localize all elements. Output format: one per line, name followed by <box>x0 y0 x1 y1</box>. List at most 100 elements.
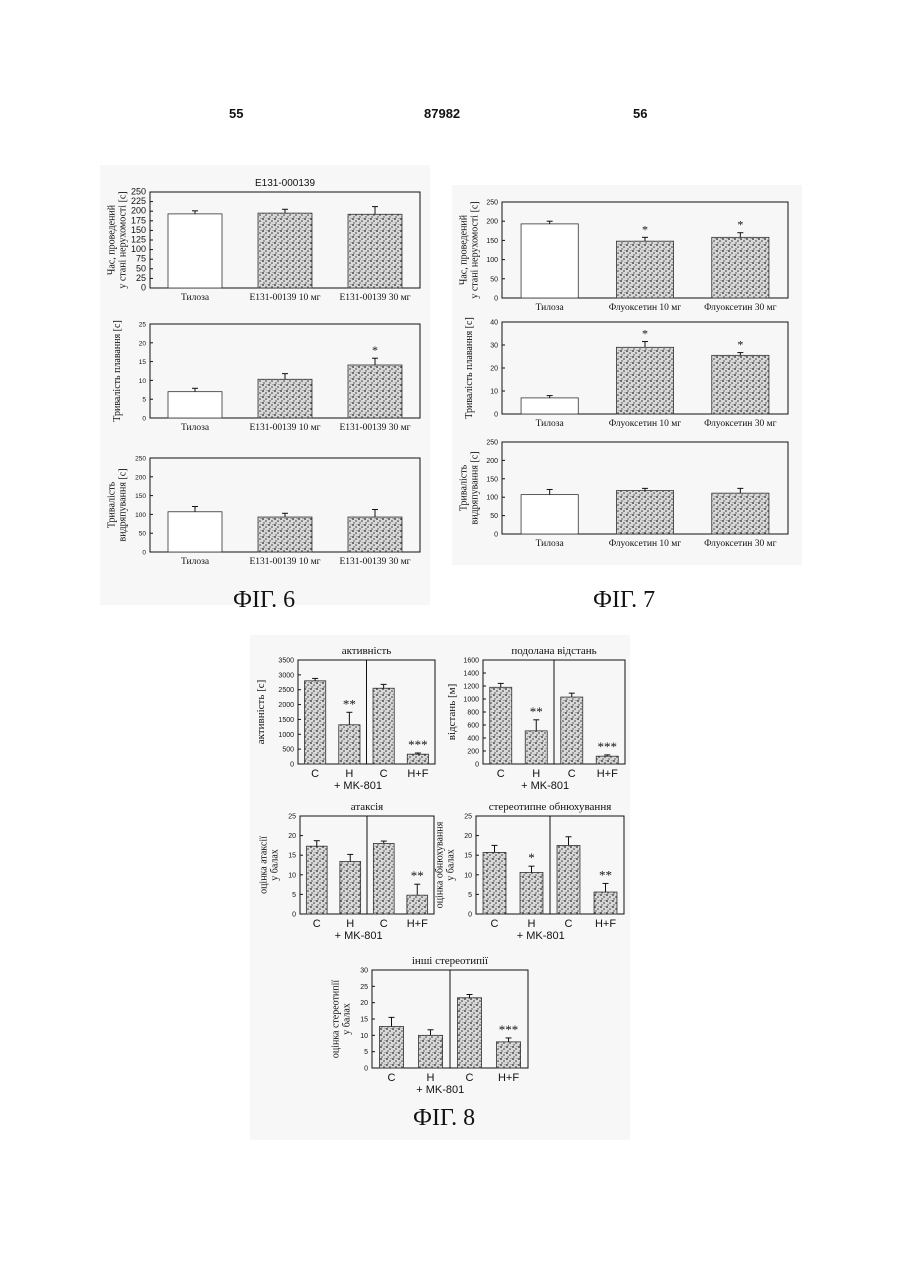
category-label: E131-00139 30 мг <box>339 293 410 303</box>
y-tick-label: 0 <box>142 416 146 423</box>
group-label: + MK-801 <box>335 930 383 942</box>
category-label: H+F <box>498 1072 519 1084</box>
fig8-ataxia-chart: атаксія0510152025оцінка атаксіїу балахCH… <box>262 798 442 948</box>
right-page-number: 56 <box>633 106 647 121</box>
y-axis-label: оцінка стереотипії <box>331 980 342 1059</box>
bar <box>340 861 361 914</box>
y-tick-label: 20 <box>490 366 498 373</box>
y-tick-label: 400 <box>467 736 479 743</box>
chart-title: активність <box>342 645 392 657</box>
y-tick-label: 1600 <box>463 658 479 665</box>
y-tick-label: 225 <box>131 196 146 206</box>
y-axis-label: оцінка атаксії <box>259 836 270 894</box>
y-tick-label: 50 <box>490 513 498 520</box>
significance-star: * <box>737 218 743 232</box>
category-label: Флуоксетин 30 мг <box>704 303 777 313</box>
significance-star: * <box>642 327 648 341</box>
y-tick-label: 10 <box>288 872 296 879</box>
category-label: Флуоксетин 30 мг <box>704 419 777 429</box>
category-label: H <box>345 768 353 780</box>
y-tick-label: 15 <box>360 1017 368 1024</box>
y-tick-label: 150 <box>135 493 146 500</box>
significance-star: ** <box>343 696 356 711</box>
y-tick-label: 25 <box>360 984 368 991</box>
category-label: C <box>491 918 499 930</box>
y-tick-label: 1000 <box>278 732 294 739</box>
group-label: + MK-801 <box>517 930 565 942</box>
y-tick-label: 50 <box>139 531 147 538</box>
significance-star: * <box>528 850 535 865</box>
y-tick-label: 50 <box>490 276 498 283</box>
bar <box>348 214 402 288</box>
fig7-swimming-chart: 010203040Тривалість плавання [c]Тилоза*Ф… <box>452 314 802 439</box>
category-label: Тилоза <box>181 423 210 433</box>
y-tick-label: 5 <box>468 892 472 899</box>
fig8-distance-chart: подолана відстань02004006008001000120014… <box>445 640 635 798</box>
significance-star: ** <box>599 867 612 882</box>
y-tick-label: 0 <box>468 912 472 919</box>
y-tick-label: 100 <box>486 257 498 264</box>
y-tick-label: 0 <box>142 550 146 557</box>
bar <box>407 895 428 914</box>
y-tick-label: 125 <box>131 235 146 245</box>
category-label: C <box>497 768 505 780</box>
category-label: Флуоксетин 10 мг <box>609 539 682 549</box>
bar <box>712 493 769 534</box>
fig8-label: ФІГ. 8 <box>413 1105 475 1132</box>
chart-title: інші стереотипії <box>412 955 489 967</box>
bar <box>712 237 769 298</box>
category-label: Тилоза <box>536 419 565 429</box>
y-tick-label: 1200 <box>463 684 479 691</box>
group-label: + MK-801 <box>521 780 569 792</box>
y-tick-label: 30 <box>360 968 368 975</box>
bar <box>457 998 481 1068</box>
y-tick-label: 50 <box>136 263 146 273</box>
y-tick-label: 1400 <box>463 671 479 678</box>
bar <box>168 214 222 288</box>
y-tick-label: 200 <box>486 219 498 226</box>
y-tick-label: 500 <box>282 747 294 754</box>
fig7-climbing-chart: 050100150200250Тривалістьвидряпування [c… <box>452 436 802 561</box>
fig7-label: ФІГ. 7 <box>593 587 655 614</box>
category-label: C <box>568 768 576 780</box>
chart-title: атаксія <box>351 801 384 813</box>
y-tick-label: 20 <box>288 833 296 840</box>
bar <box>305 681 326 764</box>
y-tick-label: 25 <box>288 814 296 821</box>
significance-star: *** <box>598 739 618 754</box>
y-tick-label: 0 <box>475 762 479 769</box>
bar <box>490 687 512 764</box>
bar <box>379 1027 403 1068</box>
y-axis-label: активність [c] <box>255 680 267 745</box>
category-label: Тилоза <box>536 539 565 549</box>
y-tick-label: 15 <box>464 853 472 860</box>
y-tick-label: 0 <box>494 532 498 539</box>
y-axis-label: Тривалість <box>459 464 470 511</box>
y-tick-label: 3500 <box>278 658 294 665</box>
y-tick-label: 20 <box>464 833 472 840</box>
bar <box>348 517 402 552</box>
y-tick-label: 1000 <box>463 697 479 704</box>
bar <box>557 845 580 914</box>
y-tick-label: 150 <box>486 238 498 245</box>
y-tick-label: 800 <box>467 710 479 717</box>
y-axis-label: Тривалість <box>107 481 118 528</box>
fig6-swimming-chart: 0510152025Тривалість плавання [c]ТилозаE… <box>100 318 430 443</box>
y-tick-label: 20 <box>360 1000 368 1007</box>
significance-star: ** <box>530 704 543 719</box>
category-label: Флуоксетин 10 мг <box>609 419 682 429</box>
category-label: E131-00139 30 мг <box>339 557 410 567</box>
category-label: C <box>380 768 388 780</box>
y-axis-label: у стані нерухомості [c] <box>470 201 481 298</box>
bar <box>616 347 673 414</box>
y-tick-label: 10 <box>139 378 147 385</box>
bar <box>407 754 428 764</box>
y-axis-label: у балах <box>446 849 457 881</box>
bar <box>521 224 578 298</box>
y-tick-label: 0 <box>494 412 498 419</box>
bar <box>712 355 769 414</box>
y-tick-label: 150 <box>486 476 498 483</box>
y-axis-label: Час, проведений <box>459 214 470 285</box>
y-tick-label: 200 <box>467 749 479 756</box>
fig8-activity-chart: активність0500100015002000250030003500ак… <box>250 640 450 798</box>
